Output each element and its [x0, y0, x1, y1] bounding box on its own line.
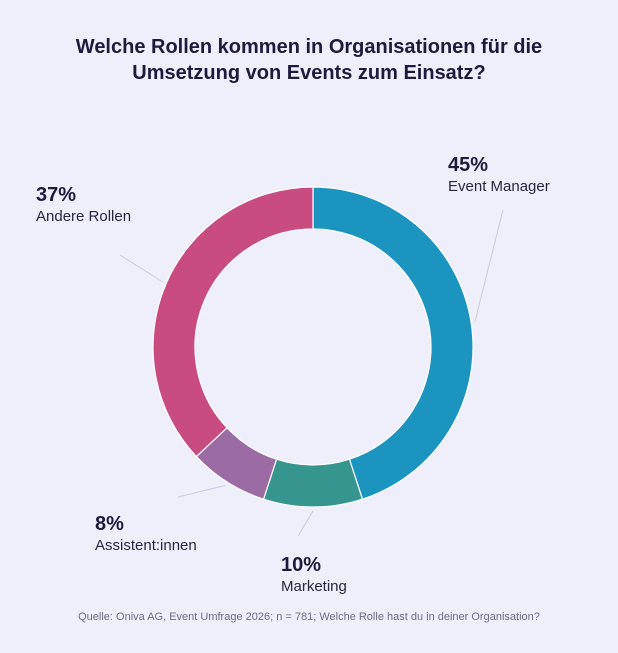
category-label-event-manager: Event Manager	[448, 178, 550, 195]
slice-andere-rollen	[152, 186, 314, 458]
label-andere-rollen: 37% Andere Rollen	[36, 183, 131, 227]
value-label-assistentinnen: 8%	[95, 513, 124, 535]
leader-line-andere-rollen	[119, 254, 163, 283]
chart-title-line-1: Welche Rollen kommen in Organisationen f…	[75, 36, 543, 58]
leader-line-event-manager	[474, 209, 504, 322]
value-label-event-manager: 45%	[448, 154, 489, 176]
slice-event-manager	[312, 186, 474, 500]
label-assistentinnen: 8% Assistent:innen	[95, 512, 197, 556]
chart-title: Welche Rollen kommen in Organisationen f…	[0, 34, 618, 86]
slice-marketing	[262, 458, 364, 508]
category-label-andere-rollen: Andere Rollen	[36, 208, 132, 225]
source-note: Quelle: Oniva AG, Event Umfrage 2026; n …	[78, 611, 540, 623]
label-marketing: 10% Marketing	[281, 553, 347, 597]
category-label-marketing: Marketing	[281, 578, 347, 595]
value-label-marketing: 10%	[281, 554, 322, 576]
value-label-andere-rollen: 37%	[36, 184, 77, 206]
label-event-manager: 45% Event Manager	[448, 153, 550, 197]
leader-line-assistent-innen	[177, 484, 226, 498]
chart-title-line-2: Umsetzung von Events zum Einsatz?	[132, 62, 486, 84]
category-label-assistentinnen: Assistent:innen	[95, 537, 197, 554]
leader-line-marketing	[297, 510, 314, 537]
